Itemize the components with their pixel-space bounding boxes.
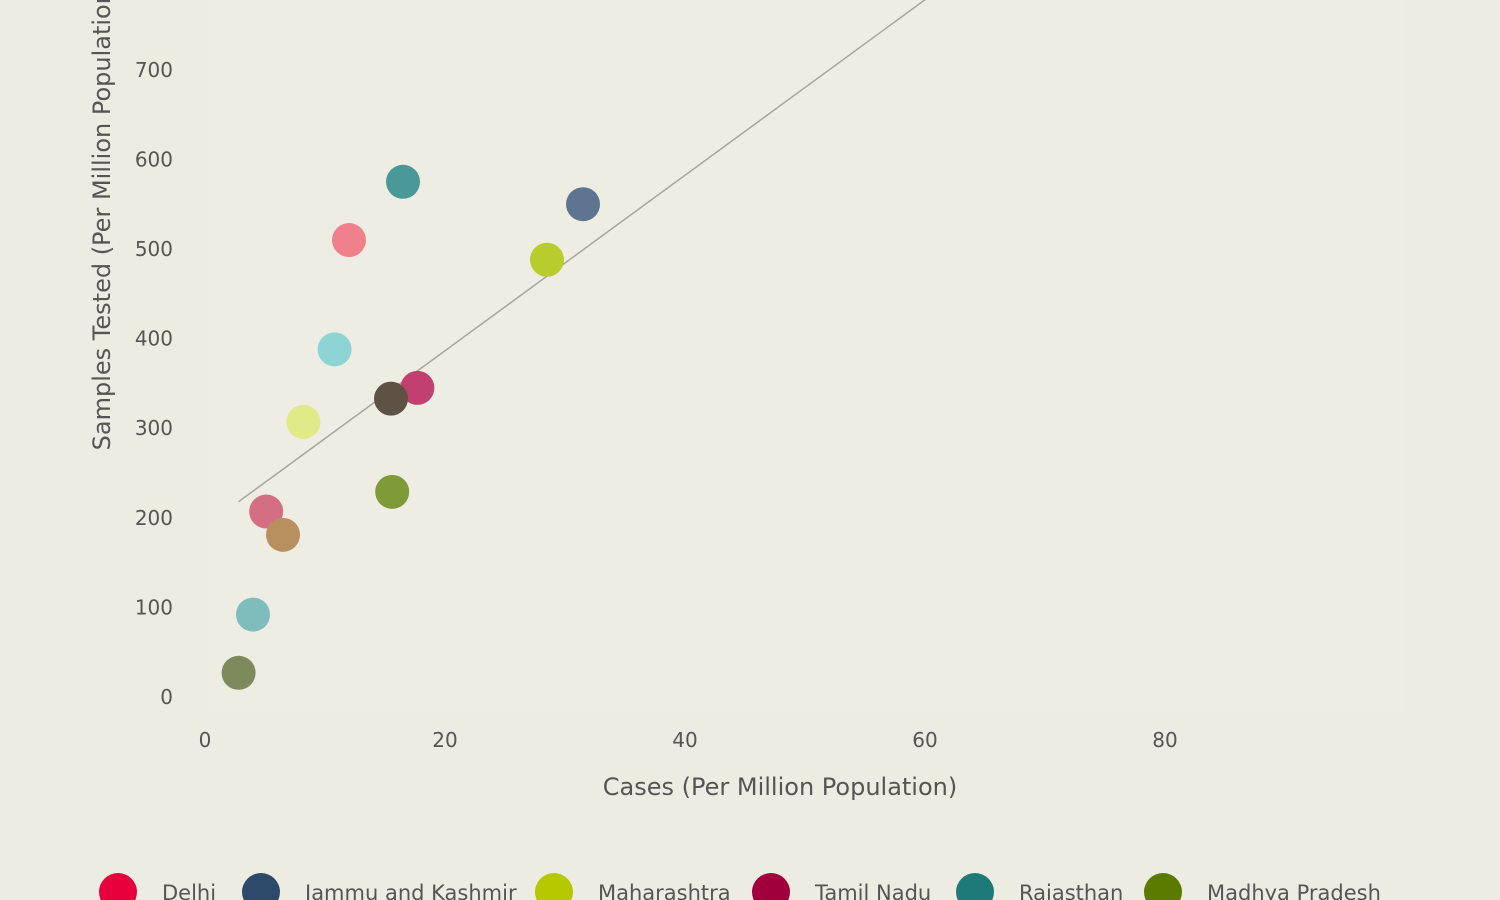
- legend-swatch: [1144, 873, 1182, 900]
- legend-swatch: [99, 873, 137, 900]
- legend: Delhi Jammu and Kashmir Maharashtra Tamil N…: [99, 873, 1381, 900]
- x-tick-label: 40: [672, 728, 697, 752]
- y-tick-label: 400: [135, 327, 173, 351]
- legend-swatch: [535, 873, 573, 900]
- plot-area: [208, 0, 1405, 713]
- trend-line: [238, 0, 926, 503]
- data-point[interactable]: [286, 404, 321, 439]
- y-tick-label: 600: [135, 147, 173, 171]
- y-tick-label: 300: [135, 416, 173, 440]
- data-point[interactable]: [266, 517, 300, 552]
- legend-label[interactable]: Delhi: [162, 881, 216, 900]
- legend-swatch: [242, 873, 280, 900]
- legend-label[interactable]: Tamil Nadu: [814, 881, 931, 900]
- legend-label[interactable]: Maharashtra: [598, 881, 731, 900]
- data-point[interactable]: [236, 597, 270, 632]
- legend-label[interactable]: Jammu and Kashmir: [303, 881, 517, 900]
- data-point[interactable]: [566, 187, 600, 222]
- data-point[interactable]: [221, 655, 256, 690]
- x-axis-title: Cases (Per Million Population): [603, 773, 957, 801]
- y-axis-title: Samples Tested (Per Million Population): [88, 0, 116, 450]
- y-tick-label: 500: [135, 237, 173, 261]
- y-tick-label: 100: [135, 595, 173, 619]
- y-tick-label: 700: [135, 58, 173, 82]
- x-tick-label: 60: [912, 728, 937, 752]
- data-point[interactable]: [375, 474, 410, 509]
- x-tick-label: 80: [1152, 728, 1177, 752]
- data-point[interactable]: [332, 223, 366, 258]
- data-point[interactable]: [400, 370, 435, 405]
- y-tick-label: 200: [135, 506, 173, 530]
- y-tick-label: 0: [160, 685, 173, 709]
- data-point[interactable]: [317, 332, 352, 367]
- data-point[interactable]: [386, 164, 420, 199]
- data-point[interactable]: [374, 381, 408, 416]
- legend-swatch: [956, 873, 994, 900]
- x-tick-label: 20: [432, 728, 457, 752]
- data-point[interactable]: [530, 242, 564, 277]
- x-tick-label: 0: [199, 728, 212, 752]
- legend-label[interactable]: Rajasthan: [1019, 881, 1123, 900]
- legend-label[interactable]: Madhya Pradesh: [1207, 881, 1381, 900]
- legend-swatch: [752, 873, 790, 900]
